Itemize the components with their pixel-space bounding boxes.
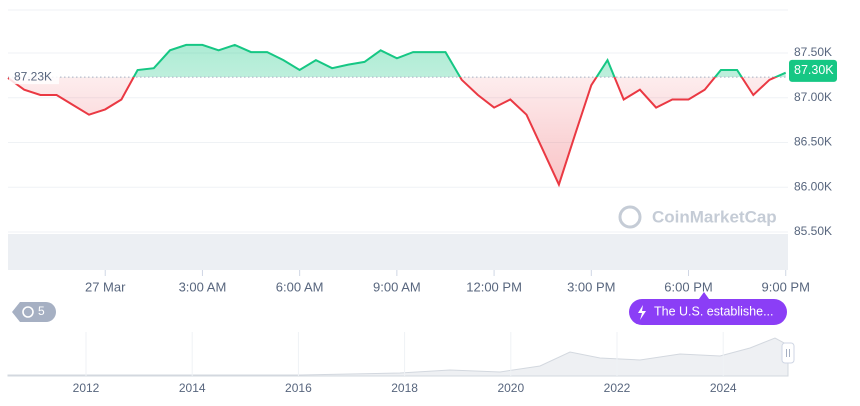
x-tick-label: 6:00 PM — [664, 279, 712, 294]
overview-year: 2014 — [179, 381, 206, 395]
history-button[interactable]: 5 — [12, 302, 56, 322]
current-price-bg — [789, 59, 837, 82]
overview-year: 2016 — [285, 381, 312, 395]
overview-year: 2024 — [710, 381, 737, 395]
area-up — [8, 44, 786, 78]
overview-year: 2022 — [604, 381, 631, 395]
x-tick-label: 6:00 AM — [276, 279, 324, 294]
line-down — [7, 77, 779, 188]
news-badge[interactable]: The U.S. establishe... — [629, 292, 787, 325]
baseline-label: 87.23K — [14, 69, 52, 83]
watermark-text: CoinMarketCap — [652, 207, 777, 226]
overview — [7, 337, 795, 377]
history-count[interactable]: 5 — [38, 304, 45, 318]
current-price: 87.30K — [794, 63, 834, 77]
y-tick-label: 85.50K — [794, 224, 832, 238]
overview-year: 2012 — [73, 381, 100, 395]
news-text[interactable]: The U.S. establishe... — [654, 304, 774, 318]
line-up — [132, 43, 787, 78]
x-tick-label: 12:00 PM — [466, 279, 522, 294]
x-tick-label: 3:00 PM — [567, 279, 615, 294]
x-tick-label: 9:00 PM — [762, 279, 810, 294]
watermark: CoinMarketCap — [618, 205, 777, 229]
x-tick-label: 27 Mar — [85, 279, 126, 294]
x-tick-label: 9:00 AM — [373, 279, 421, 294]
baseline-label-bg — [9, 68, 59, 85]
overview-year: 2018 — [391, 381, 418, 395]
overview-year: 2020 — [497, 381, 524, 395]
x-tick-label: 3:00 AM — [179, 279, 227, 294]
y-tick-label: 86.50K — [794, 135, 832, 149]
y-tick-label: 87.50K — [794, 45, 832, 59]
y-tick-label: 87.00K — [794, 90, 832, 104]
area-down — [8, 77, 776, 185]
y-tick-label: 86.00K — [794, 179, 832, 193]
volume-band — [8, 234, 788, 270]
